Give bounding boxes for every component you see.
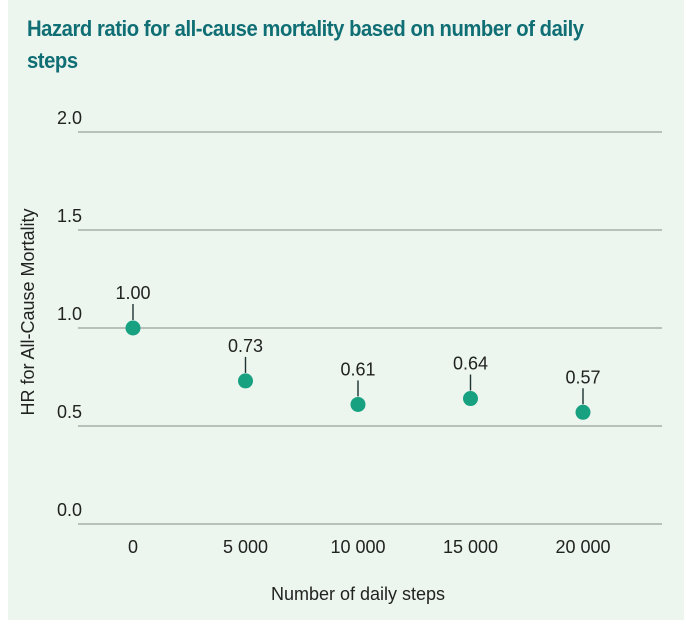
y-tick-label: 0.5 bbox=[57, 402, 82, 422]
y-tick-label: 1.5 bbox=[57, 206, 82, 226]
y-tick-label: 1.0 bbox=[57, 304, 82, 324]
x-tick-label: 0 bbox=[128, 537, 138, 557]
y-tick-label: 0.0 bbox=[57, 500, 82, 520]
y-axis-title: HR for All-Cause Mortality bbox=[18, 208, 38, 415]
point-value-label: 0.57 bbox=[565, 367, 600, 387]
x-tick-label: 5 000 bbox=[223, 537, 268, 557]
point-value-label: 0.61 bbox=[340, 359, 375, 379]
x-axis-title: Number of daily steps bbox=[271, 584, 445, 604]
chart-title: Hazard ratio for all-cause mortality bas… bbox=[27, 16, 584, 73]
x-tick-label: 10 000 bbox=[330, 537, 385, 557]
point-value-label: 1.00 bbox=[115, 283, 150, 303]
x-tick-label: 15 000 bbox=[443, 537, 498, 557]
data-point bbox=[238, 373, 253, 389]
point-value-label: 0.64 bbox=[453, 354, 488, 374]
point-value-label: 0.73 bbox=[228, 336, 263, 356]
data-point bbox=[350, 396, 366, 412]
y-tick-label: 2.0 bbox=[57, 108, 82, 128]
data-point bbox=[575, 404, 591, 420]
x-tick-label: 20 000 bbox=[555, 537, 610, 557]
data-point bbox=[125, 320, 141, 336]
data-point bbox=[463, 391, 478, 407]
chart-panel bbox=[8, 0, 684, 620]
